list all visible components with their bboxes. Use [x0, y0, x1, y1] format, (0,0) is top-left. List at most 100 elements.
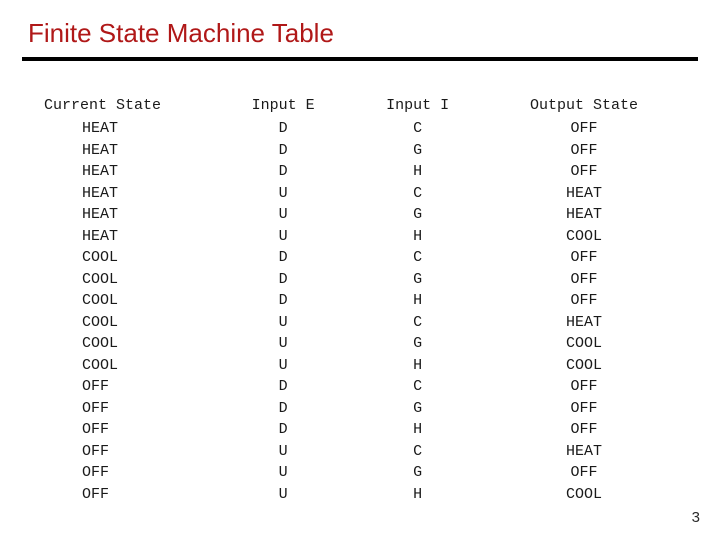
table-row: OFFUHCOOL: [40, 484, 680, 506]
table-cell: OFF: [488, 161, 680, 183]
table-cell: COOL: [40, 333, 219, 355]
table-cell: G: [347, 333, 488, 355]
table-cell: OFF: [488, 269, 680, 291]
col-header-input-i: Input I: [347, 97, 488, 118]
table-cell: D: [219, 247, 347, 269]
fsm-table: Current State Input E Input I Output Sta…: [40, 97, 680, 505]
table-cell: D: [219, 140, 347, 162]
table-cell: OFF: [488, 419, 680, 441]
table-cell: G: [347, 398, 488, 420]
table-cell: U: [219, 441, 347, 463]
table-cell: D: [219, 398, 347, 420]
table-cell: COOL: [40, 290, 219, 312]
col-header-input-e: Input E: [219, 97, 347, 118]
table-cell: H: [347, 290, 488, 312]
table-cell: COOL: [40, 312, 219, 334]
table-cell: OFF: [40, 462, 219, 484]
page-title: Finite State Machine Table: [0, 0, 720, 57]
table-cell: OFF: [488, 118, 680, 140]
table-header-row: Current State Input E Input I Output Sta…: [40, 97, 680, 118]
col-header-current-state: Current State: [40, 97, 219, 118]
table-cell: HEAT: [40, 204, 219, 226]
table-cell: OFF: [488, 398, 680, 420]
table-cell: D: [219, 161, 347, 183]
table-row: COOLUGCOOL: [40, 333, 680, 355]
table-cell: HEAT: [40, 183, 219, 205]
table-cell: OFF: [488, 247, 680, 269]
table-cell: G: [347, 462, 488, 484]
table-cell: COOL: [40, 269, 219, 291]
table-cell: HEAT: [488, 312, 680, 334]
table-cell: HEAT: [488, 441, 680, 463]
table-row: OFFUCHEAT: [40, 441, 680, 463]
table-cell: U: [219, 355, 347, 377]
table-cell: H: [347, 355, 488, 377]
table-row: COOLDGOFF: [40, 269, 680, 291]
table-cell: C: [347, 312, 488, 334]
table-row: OFFDCOFF: [40, 376, 680, 398]
table-cell: HEAT: [488, 204, 680, 226]
fsm-table-body: HEATDCOFFHEATDGOFFHEATDHOFFHEATUCHEATHEA…: [40, 118, 680, 505]
table-cell: U: [219, 484, 347, 506]
table-cell: H: [347, 226, 488, 248]
table-cell: G: [347, 269, 488, 291]
table-cell: OFF: [488, 290, 680, 312]
table-cell: HEAT: [488, 183, 680, 205]
table-cell: D: [219, 376, 347, 398]
table-cell: COOL: [488, 333, 680, 355]
fsm-table-container: Current State Input E Input I Output Sta…: [0, 61, 720, 505]
table-cell: D: [219, 290, 347, 312]
table-cell: HEAT: [40, 161, 219, 183]
table-row: COOLDHOFF: [40, 290, 680, 312]
table-cell: U: [219, 462, 347, 484]
table-cell: OFF: [40, 376, 219, 398]
table-cell: C: [347, 183, 488, 205]
table-cell: OFF: [488, 462, 680, 484]
table-row: OFFDHOFF: [40, 419, 680, 441]
table-row: HEATUCHEAT: [40, 183, 680, 205]
table-cell: U: [219, 333, 347, 355]
table-row: HEATUHCOOL: [40, 226, 680, 248]
table-cell: C: [347, 376, 488, 398]
table-cell: COOL: [488, 484, 680, 506]
page-number: 3: [692, 509, 700, 526]
table-cell: U: [219, 226, 347, 248]
table-row: COOLDCOFF: [40, 247, 680, 269]
table-cell: COOL: [488, 226, 680, 248]
table-cell: HEAT: [40, 226, 219, 248]
table-cell: C: [347, 441, 488, 463]
table-row: HEATDCOFF: [40, 118, 680, 140]
table-cell: HEAT: [40, 118, 219, 140]
table-cell: U: [219, 183, 347, 205]
table-cell: OFF: [40, 441, 219, 463]
table-cell: HEAT: [40, 140, 219, 162]
table-row: HEATDHOFF: [40, 161, 680, 183]
table-cell: OFF: [40, 484, 219, 506]
table-row: OFFUGOFF: [40, 462, 680, 484]
table-row: HEATUGHEAT: [40, 204, 680, 226]
table-cell: D: [219, 269, 347, 291]
table-cell: OFF: [488, 376, 680, 398]
col-header-output-state: Output State: [488, 97, 680, 118]
table-cell: COOL: [40, 247, 219, 269]
table-cell: OFF: [40, 398, 219, 420]
table-cell: H: [347, 484, 488, 506]
table-cell: C: [347, 247, 488, 269]
table-cell: D: [219, 118, 347, 140]
table-cell: H: [347, 161, 488, 183]
table-row: HEATDGOFF: [40, 140, 680, 162]
table-cell: U: [219, 204, 347, 226]
table-cell: COOL: [488, 355, 680, 377]
table-cell: G: [347, 204, 488, 226]
table-cell: D: [219, 419, 347, 441]
table-cell: G: [347, 140, 488, 162]
table-row: COOLUCHEAT: [40, 312, 680, 334]
table-cell: COOL: [40, 355, 219, 377]
table-row: OFFDGOFF: [40, 398, 680, 420]
table-cell: OFF: [40, 419, 219, 441]
table-cell: H: [347, 419, 488, 441]
table-row: COOLUHCOOL: [40, 355, 680, 377]
table-cell: C: [347, 118, 488, 140]
table-cell: U: [219, 312, 347, 334]
table-cell: OFF: [488, 140, 680, 162]
